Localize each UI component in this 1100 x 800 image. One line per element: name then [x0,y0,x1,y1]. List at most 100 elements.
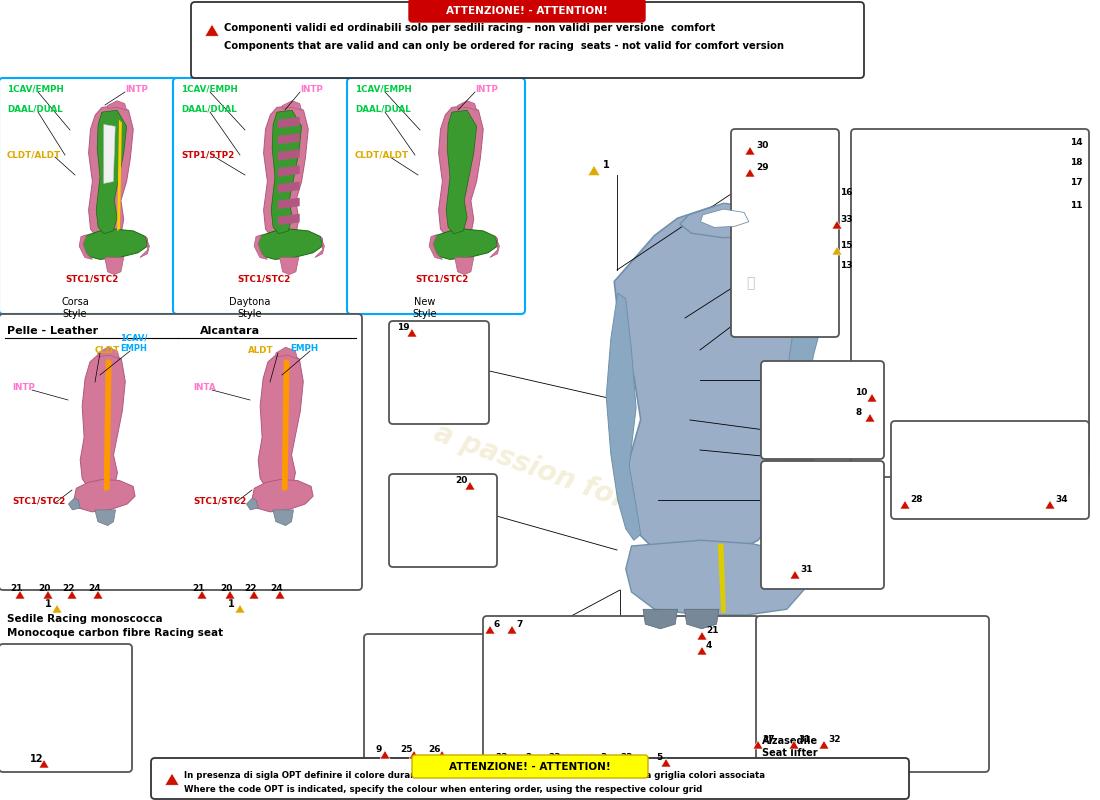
Text: Monocoque carbon fibre Racing seat: Monocoque carbon fibre Racing seat [7,628,223,638]
Polygon shape [205,24,219,36]
Polygon shape [108,101,126,110]
Polygon shape [490,237,499,258]
Text: CLDT/ALDT: CLDT/ALDT [7,150,62,159]
Polygon shape [437,750,447,759]
Polygon shape [80,353,125,492]
Polygon shape [439,106,483,240]
Polygon shape [226,590,235,599]
Polygon shape [625,758,635,767]
Text: 6: 6 [494,620,501,629]
Text: 19: 19 [397,323,409,332]
FancyBboxPatch shape [389,321,490,424]
Polygon shape [68,498,80,510]
Text: INTP: INTP [475,85,498,94]
Polygon shape [272,110,301,234]
Text: 22: 22 [620,753,632,762]
FancyBboxPatch shape [483,616,759,772]
Polygon shape [103,125,116,183]
Polygon shape [96,110,126,234]
FancyBboxPatch shape [0,314,362,590]
Text: 10: 10 [855,388,868,397]
Polygon shape [745,146,755,155]
Text: 23: 23 [548,753,561,762]
Polygon shape [680,203,772,238]
FancyBboxPatch shape [364,634,487,762]
Text: 21: 21 [10,584,22,593]
Polygon shape [553,758,563,767]
Text: ᗙ: ᗙ [747,276,755,290]
Polygon shape [278,214,299,226]
Polygon shape [447,110,476,234]
Polygon shape [614,203,825,560]
Text: 15: 15 [840,241,852,250]
Polygon shape [644,610,678,629]
Polygon shape [832,246,842,255]
Text: 8: 8 [855,408,861,417]
Polygon shape [278,198,299,209]
Text: 1CAV/EMPH: 1CAV/EMPH [182,85,238,94]
FancyBboxPatch shape [732,129,839,337]
Text: 21: 21 [706,626,718,635]
Polygon shape [103,359,111,491]
Text: 23: 23 [495,753,507,762]
Polygon shape [104,258,123,274]
Polygon shape [429,234,442,259]
Polygon shape [75,479,135,512]
Text: CLDT/ALDT: CLDT/ALDT [355,150,409,159]
Text: 32: 32 [828,735,840,744]
Polygon shape [52,605,62,613]
Text: ATTENZIONE! - ATTENTION!: ATTENZIONE! - ATTENTION! [449,762,610,771]
Polygon shape [275,590,285,599]
FancyBboxPatch shape [191,2,864,78]
Text: STC1/STC2: STC1/STC2 [12,496,65,505]
Polygon shape [252,479,314,512]
Polygon shape [95,510,116,526]
Text: STC1/STC2: STC1/STC2 [415,275,469,284]
Text: Alcantara: Alcantara [200,326,260,336]
Text: ALDT: ALDT [248,346,274,355]
Text: Corsa
Style: Corsa Style [62,297,89,318]
Polygon shape [278,133,299,145]
Polygon shape [165,774,179,786]
Text: STC1/STC2: STC1/STC2 [65,275,119,284]
Text: 28: 28 [910,495,923,504]
FancyBboxPatch shape [851,129,1089,477]
Polygon shape [117,120,122,231]
Polygon shape [279,258,299,274]
Text: Sedile Racing monoscocca: Sedile Racing monoscocca [7,614,163,624]
Text: 2: 2 [525,753,531,762]
Text: a passion for parts: a passion for parts [430,419,716,546]
Polygon shape [273,510,294,526]
Text: 29: 29 [756,163,769,172]
Text: Components that are valid and can only be ordered for racing  seats - not valid : Components that are valid and can only b… [224,41,784,51]
Text: 22: 22 [244,584,256,593]
Polygon shape [717,544,726,613]
Text: 20: 20 [39,584,51,593]
Polygon shape [790,570,800,579]
Polygon shape [43,590,53,599]
Polygon shape [315,237,324,258]
Polygon shape [781,258,827,537]
Polygon shape [235,605,245,613]
Text: CLDT: CLDT [95,346,120,355]
Polygon shape [67,590,77,599]
FancyBboxPatch shape [173,78,351,314]
Polygon shape [1045,501,1055,509]
Text: 22: 22 [62,584,75,593]
Polygon shape [500,758,510,767]
FancyBboxPatch shape [891,421,1089,519]
Text: INTP: INTP [300,85,323,94]
FancyBboxPatch shape [0,78,177,314]
Text: 14: 14 [1070,138,1082,147]
Text: 31: 31 [800,565,813,574]
Text: 1CAV/EMPH: 1CAV/EMPH [7,85,64,94]
Polygon shape [283,101,301,110]
Text: 27: 27 [762,735,774,744]
FancyBboxPatch shape [389,474,497,567]
Text: 1: 1 [603,160,609,170]
Text: Alzasedile
Seat lifter: Alzasedile Seat lifter [762,736,818,758]
FancyBboxPatch shape [0,644,132,772]
Polygon shape [697,631,707,640]
Polygon shape [820,741,829,749]
FancyBboxPatch shape [761,361,884,459]
